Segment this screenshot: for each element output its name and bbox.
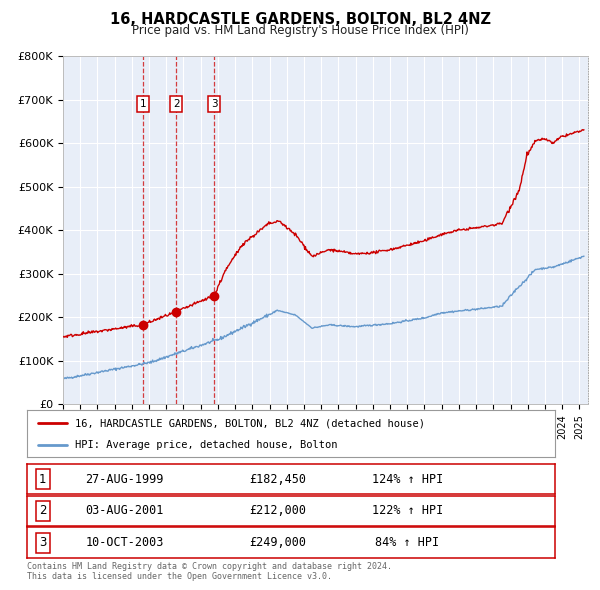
Text: Contains HM Land Registry data © Crown copyright and database right 2024.
This d: Contains HM Land Registry data © Crown c…	[27, 562, 392, 581]
Text: 10-OCT-2003: 10-OCT-2003	[85, 536, 164, 549]
Text: 84% ↑ HPI: 84% ↑ HPI	[375, 536, 439, 549]
Text: £249,000: £249,000	[249, 536, 306, 549]
Text: 2: 2	[39, 504, 47, 517]
Text: £212,000: £212,000	[249, 504, 306, 517]
Text: Price paid vs. HM Land Registry's House Price Index (HPI): Price paid vs. HM Land Registry's House …	[131, 24, 469, 37]
Text: 3: 3	[39, 536, 47, 549]
Text: 16, HARDCASTLE GARDENS, BOLTON, BL2 4NZ (detached house): 16, HARDCASTLE GARDENS, BOLTON, BL2 4NZ …	[74, 418, 425, 428]
Text: 2: 2	[173, 99, 179, 109]
Text: 27-AUG-1999: 27-AUG-1999	[85, 473, 164, 486]
Text: 03-AUG-2001: 03-AUG-2001	[85, 504, 164, 517]
Text: £182,450: £182,450	[249, 473, 306, 486]
Text: 124% ↑ HPI: 124% ↑ HPI	[371, 473, 443, 486]
Text: HPI: Average price, detached house, Bolton: HPI: Average price, detached house, Bolt…	[74, 441, 337, 450]
Text: 1: 1	[39, 473, 47, 486]
Text: 122% ↑ HPI: 122% ↑ HPI	[371, 504, 443, 517]
Text: 1: 1	[140, 99, 146, 109]
Text: 3: 3	[211, 99, 217, 109]
Text: 16, HARDCASTLE GARDENS, BOLTON, BL2 4NZ: 16, HARDCASTLE GARDENS, BOLTON, BL2 4NZ	[110, 12, 491, 27]
